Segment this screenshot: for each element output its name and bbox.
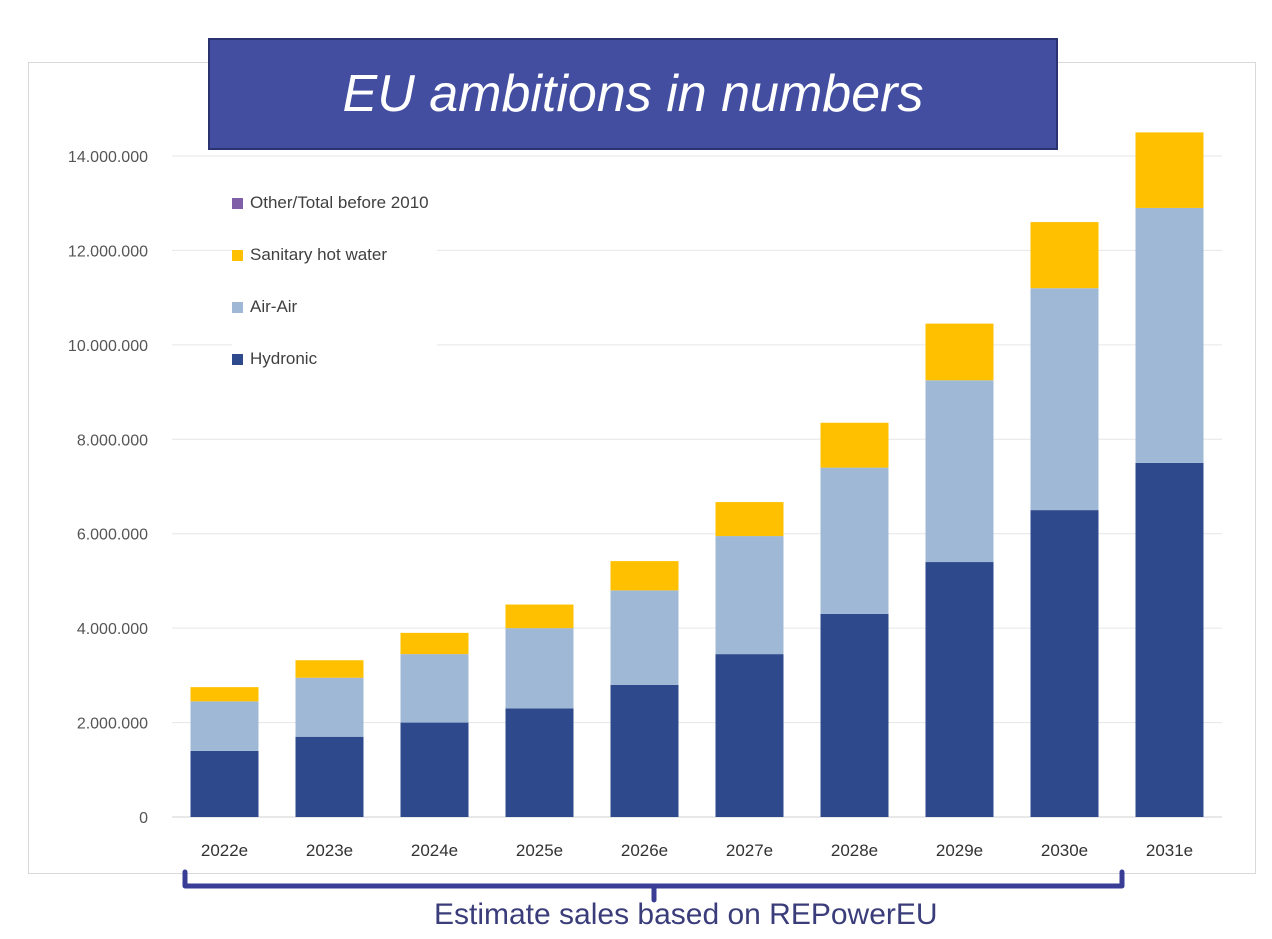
bar-segment-sanitary-hot-water-2025e [505, 604, 574, 629]
legend-item: Hydronic [232, 346, 429, 372]
x-category-label: 2031e [1146, 841, 1193, 860]
bar-segment-sanitary-hot-water-2029e [925, 323, 994, 381]
legend-swatch [232, 301, 243, 313]
y-tick-label: 6.000.000 [77, 527, 148, 544]
y-tick-label: 14.000.000 [68, 149, 148, 166]
bar-segment-hydronic-2029e [925, 562, 994, 817]
bar-segment-air-air-2029e [925, 380, 994, 563]
banner-title: EU ambitions in numbers [342, 65, 924, 123]
bar-segment-sanitary-hot-water-2031e [1135, 132, 1204, 208]
chart-legend: Other/Total before 2010 Sanitary hot wate… [232, 186, 437, 378]
bar-segment-sanitary-hot-water-2024e [400, 632, 469, 655]
legend-label: Other/Total before 2010 [250, 193, 429, 212]
bars [190, 132, 1204, 817]
bar-segment-air-air-2025e [505, 628, 574, 709]
bar-segment-air-air-2026e [610, 590, 679, 685]
range-bracket [182, 869, 1125, 903]
legend-label: Hydronic [250, 349, 318, 368]
bracket-line [182, 869, 1125, 903]
legend-item: Air-Air [232, 294, 429, 320]
y-tick-label: 10.000.000 [68, 338, 148, 355]
bar-segment-sanitary-hot-water-2027e [715, 502, 784, 537]
y-axis-ticks: 0 2.000.000 4.000.000 6.000.000 8.000.000 10.… [68, 149, 148, 827]
y-tick-label: 12.000.000 [68, 243, 148, 260]
bar-segment-air-air-2028e [820, 467, 889, 614]
bar-segment-hydronic-2028e [820, 613, 889, 817]
y-tick-label: 8.000.000 [77, 432, 148, 449]
x-category-label: 2029e [936, 841, 983, 860]
bar-segment-hydronic-2031e [1135, 462, 1204, 817]
x-category-label: 2022e [201, 841, 248, 860]
legend-label: Air-Air [250, 297, 298, 316]
x-category-label: 2030e [1041, 841, 1088, 860]
y-tick-label: 2.000.000 [77, 716, 148, 733]
bar-segment-hydronic-2022e [190, 750, 259, 817]
bar-segment-air-air-2030e [1030, 288, 1099, 511]
legend-swatch [232, 353, 243, 365]
bar-segment-hydronic-2027e [715, 654, 784, 817]
x-category-label: 2028e [831, 841, 878, 860]
bar-segment-air-air-2027e [715, 536, 784, 655]
x-category-label: 2025e [516, 841, 563, 860]
x-category-label: 2026e [621, 841, 668, 860]
bar-segment-sanitary-hot-water-2023e [295, 660, 364, 678]
bar-segment-air-air-2023e [295, 677, 364, 737]
x-category-label: 2024e [411, 841, 458, 860]
legend-label: Sanitary hot water [250, 245, 388, 264]
bracket-caption: Estimate sales based on REPowerEU [434, 898, 938, 931]
x-category-label: 2027e [726, 841, 773, 860]
bar-segment-hydronic-2030e [1030, 510, 1099, 817]
bar-segment-sanitary-hot-water-2022e [190, 687, 259, 702]
bar-segment-hydronic-2024e [400, 722, 469, 817]
title-banner: EU ambitions in numbers [208, 38, 1058, 150]
legend-item: Sanitary hot water [232, 242, 429, 268]
bar-segment-sanitary-hot-water-2028e [820, 422, 889, 468]
bar-segment-air-air-2022e [190, 701, 259, 751]
bar-segment-hydronic-2026e [610, 684, 679, 817]
legend-swatch [232, 197, 243, 209]
x-category-label: 2023e [306, 841, 353, 860]
legend-item: Other/Total before 2010 [232, 190, 429, 216]
y-tick-label: 4.000.000 [77, 621, 148, 638]
bar-segment-sanitary-hot-water-2030e [1030, 222, 1099, 289]
y-tick-label: 0 [139, 810, 148, 827]
bar-segment-air-air-2024e [400, 654, 469, 723]
x-axis-categories: 2022e 2023e 2024e 2025e 2026e 2027e 2028e 2029e… [201, 841, 1193, 860]
bar-segment-hydronic-2023e [295, 736, 364, 817]
bar-segment-air-air-2031e [1135, 207, 1204, 463]
bar-segment-sanitary-hot-water-2026e [610, 561, 679, 591]
bar-segment-hydronic-2025e [505, 708, 574, 817]
legend-swatch [232, 249, 243, 261]
